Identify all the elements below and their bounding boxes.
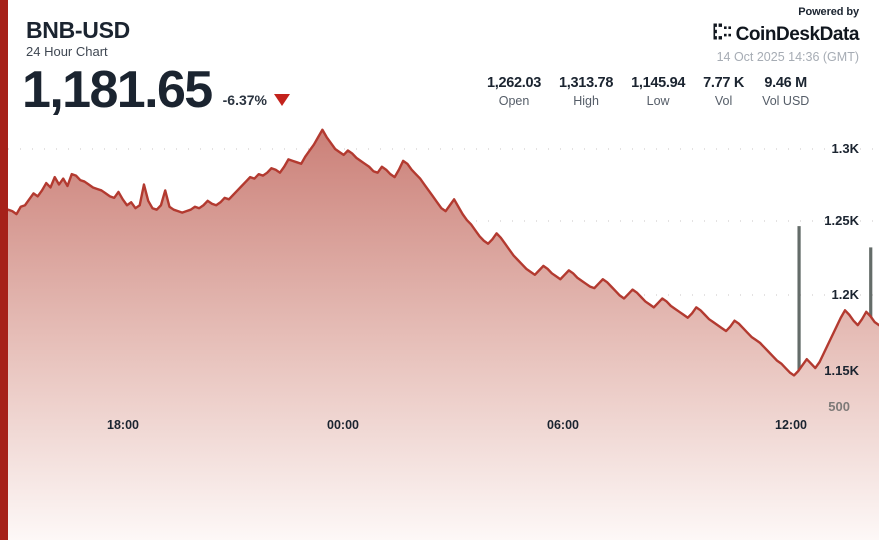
x-axis-label: 06:00 — [547, 418, 579, 432]
chart-header: BNB-USD 24 Hour Chart 1,181.65 -6.37% 1,… — [0, 0, 879, 125]
stat-vol: 7.77 K Vol — [694, 74, 753, 109]
timestamp: 14 Oct 2025 14:36 (GMT) — [716, 50, 859, 65]
volume-axis-label: 500 — [828, 399, 850, 414]
brand-name: CoinDeskData — [735, 23, 860, 45]
brand-row[interactable]: CoinDeskData — [713, 23, 859, 45]
ticker-symbol: BNB-USD — [26, 17, 130, 43]
x-axis-label: 12:00 — [775, 418, 807, 432]
powered-by-label: Powered by — [798, 6, 859, 18]
price-change-percent: -6.37% — [222, 92, 267, 109]
chart-subtitle: 24 Hour Chart — [26, 43, 108, 59]
left-accent-bar — [0, 0, 8, 540]
x-axis-label: 18:00 — [107, 418, 139, 432]
stat-label: Open — [498, 94, 530, 109]
stat-value: 1,262.03 — [487, 75, 542, 91]
stat-label: Vol — [714, 94, 733, 109]
stat-value: 9.46 M — [764, 75, 807, 91]
stat-high: 1,313.78 High — [550, 74, 622, 109]
y-axis-label: 1.2K — [831, 287, 859, 302]
stat-open: 1,262.03 Open — [478, 74, 550, 109]
ticker-block: BNB-USD 24 Hour Chart — [26, 18, 130, 59]
stat-label: Vol USD — [762, 94, 810, 109]
price-line — [6, 128, 879, 377]
stat-value: 7.77 K — [703, 75, 745, 91]
price-area-fill — [8, 129, 879, 540]
current-price: 1,181.65 — [22, 61, 213, 119]
triangle-down-icon — [273, 94, 290, 107]
y-axis-label: 1.3K — [831, 141, 859, 156]
stat-value: 1,145.94 — [631, 75, 686, 91]
x-axis-label: 00:00 — [327, 418, 359, 432]
branding-block: Powered by Coin — [713, 6, 859, 65]
stat-label: High — [573, 94, 599, 109]
stats-row: 1,262.03 Open 1,313.78 High 1,145.94 Low 7.77 … — [478, 74, 818, 109]
stat-vol-usd: 9.46 M Vol USD — [753, 74, 818, 109]
price-change-group: -6.37% — [223, 92, 290, 108]
stat-value: 1,313.78 — [559, 75, 614, 91]
price-row: 1,181.65 -6.37% — [22, 61, 290, 119]
stat-label: Low — [646, 94, 670, 109]
coindesk-logo-icon — [713, 23, 732, 45]
stat-low: 1,145.94 Low — [622, 74, 694, 109]
y-axis-label: 1.15K — [824, 363, 859, 378]
y-axis-label: 1.25K — [824, 213, 859, 228]
